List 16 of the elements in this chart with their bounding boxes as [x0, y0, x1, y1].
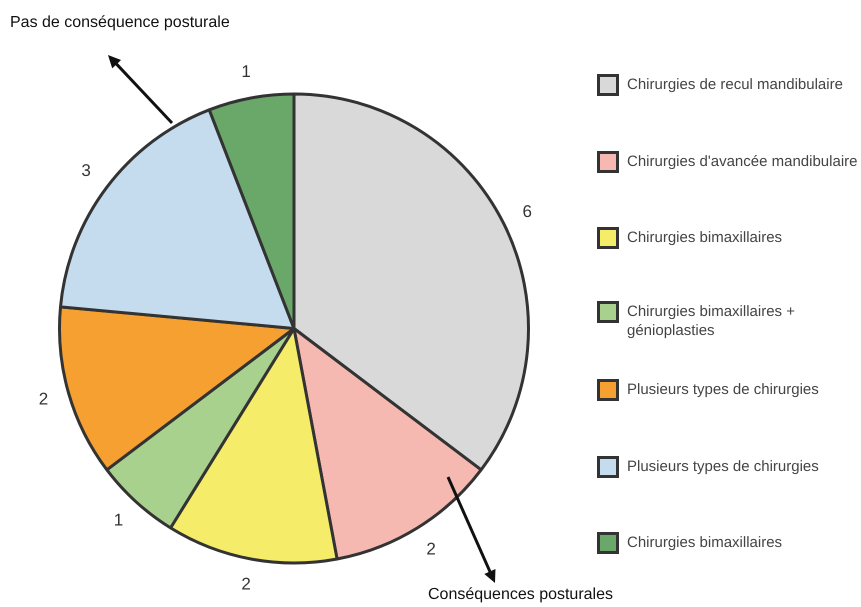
- data-label: 3: [81, 161, 91, 180]
- data-label: 2: [241, 574, 251, 594]
- data-label: 6: [522, 202, 532, 222]
- legend-label: Chirurgies de recul mandibulaire: [627, 75, 843, 94]
- legend-label: Chirurgies bimaxillaires: [627, 533, 782, 552]
- legend-label: Chirurgies bimaxillaires: [627, 228, 782, 247]
- legend-label: Plusieurs types de chirurgies: [627, 457, 819, 476]
- legend-label: Plusieurs types de chirurgies: [627, 380, 819, 399]
- legend-label: Chirurgies d'avancée mandibulaire: [627, 152, 858, 171]
- data-label: 1: [241, 62, 251, 82]
- data-label: 2: [38, 389, 48, 408]
- data-label: 2: [426, 540, 436, 559]
- legend-label: Chirurgies bimaxillaires + génioplasties: [627, 302, 796, 340]
- data-label: 1: [114, 510, 124, 530]
- text: Pas de conséquence posturale: [10, 14, 230, 32]
- text: Conséquences posturales: [428, 586, 614, 604]
